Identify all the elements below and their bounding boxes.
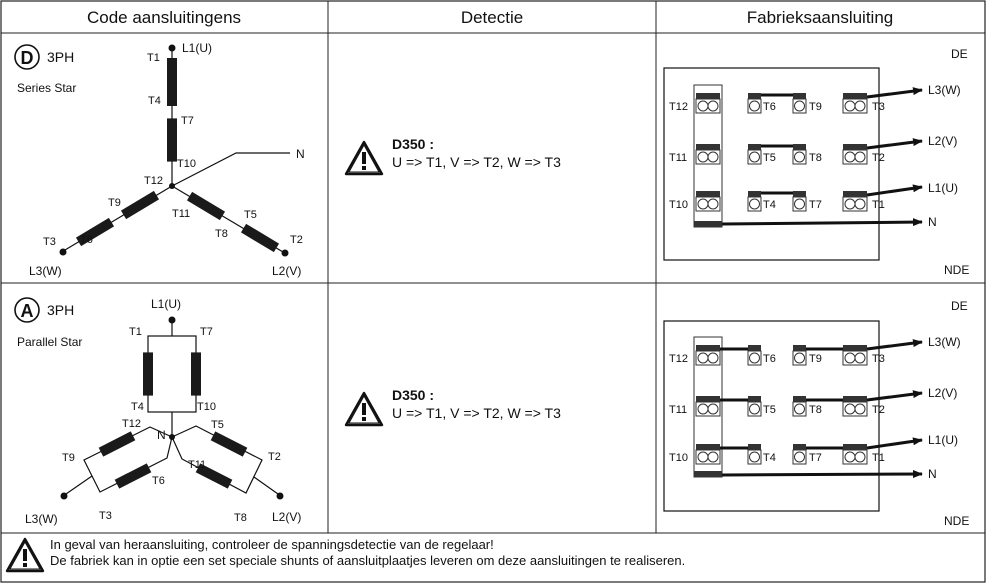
- out-L1: L1(U): [928, 433, 958, 447]
- label-L2: L2(V): [272, 264, 301, 278]
- label-T12: T12: [122, 418, 141, 430]
- row-parallel-star: A 3PH Parallel Star T1 T7: [14, 297, 969, 528]
- label-T3: T3: [43, 236, 56, 248]
- label-DE: DE: [951, 299, 968, 313]
- label-T7: T7: [181, 115, 194, 127]
- header-code: Code aansluitingens: [87, 8, 241, 27]
- label-L2: L2(V): [272, 510, 301, 524]
- label-T4: T4: [148, 95, 161, 107]
- label-N: N: [157, 428, 166, 442]
- box-T4: T4: [763, 452, 776, 464]
- label-L1: L1(U): [151, 297, 181, 311]
- label-T3: T3: [99, 510, 112, 522]
- label-NDE: NDE: [944, 514, 969, 528]
- label-T4: T4: [131, 401, 144, 413]
- badge-letter: A: [21, 301, 34, 321]
- label-T8: T8: [215, 228, 228, 240]
- box-T5: T5: [763, 152, 776, 164]
- box-T11: T11: [669, 152, 687, 164]
- footer-notes: In geval van heraansluiting, controleer …: [50, 537, 685, 569]
- out-L1: L1(U): [928, 181, 958, 195]
- label-T1: T1: [147, 52, 160, 64]
- label-T2: T2: [290, 234, 303, 246]
- box-T7: T7: [809, 199, 822, 211]
- detect-title: D350 :: [392, 136, 434, 152]
- box-T4: T4: [763, 199, 776, 211]
- detect-text: U => T1, V => T2, W => T3: [392, 405, 561, 421]
- label-NDE: NDE: [944, 263, 969, 277]
- label-T7: T7: [200, 326, 213, 338]
- footer-line-1: In geval van heraansluiting, controleer …: [50, 537, 494, 552]
- box-T9: T9: [809, 101, 822, 113]
- connection-name: Parallel Star: [17, 335, 82, 349]
- connection-name: Series Star: [17, 81, 76, 95]
- out-N: N: [928, 215, 937, 229]
- warning-triangle-icon: [344, 140, 384, 176]
- label-T10: T10: [177, 158, 196, 170]
- phase-label: 3PH: [47, 49, 74, 65]
- box-T2: T2: [872, 152, 885, 164]
- phase-label: 3PH: [47, 302, 74, 318]
- coil-set: [75, 58, 280, 253]
- label-N: N: [296, 147, 305, 161]
- out-L2: L2(V): [928, 386, 957, 400]
- row-series-star: D 3PH Series Star T1 T4 T7 T10 T12: [14, 41, 969, 278]
- box-T11: T11: [669, 404, 687, 416]
- label-T9: T9: [62, 452, 75, 464]
- box-T2: T2: [872, 404, 885, 416]
- badge-circle: [14, 44, 40, 70]
- label-T1: T1: [129, 326, 142, 338]
- label-T10: T10: [197, 401, 216, 413]
- label-T8: T8: [234, 512, 247, 524]
- badge-letter: D: [21, 48, 34, 68]
- label-T11: T11: [172, 208, 190, 220]
- label-T9: T9: [108, 197, 121, 209]
- box-T8: T8: [809, 152, 822, 164]
- box-T10: T10: [669, 199, 688, 211]
- box-T8: T8: [809, 404, 822, 416]
- out-L2: L2(V): [928, 134, 957, 148]
- label-T6: T6: [152, 475, 165, 487]
- label-L3: L3(W): [25, 512, 58, 526]
- box-T5: T5: [763, 404, 776, 416]
- box-T6: T6: [763, 353, 776, 365]
- label-L3: L3(W): [29, 264, 62, 278]
- detect-text: U => T1, V => T2, W => T3: [392, 154, 561, 170]
- label-T2: T2: [268, 451, 281, 463]
- box-T10: T10: [669, 452, 688, 464]
- box-T9: T9: [809, 353, 822, 365]
- warning-triangle-icon: [5, 537, 45, 573]
- box-T7: T7: [809, 452, 822, 464]
- header-detection: Detectie: [461, 8, 523, 27]
- box-T1: T1: [872, 452, 885, 464]
- box-T12: T12: [669, 101, 688, 113]
- box-T3: T3: [872, 353, 885, 365]
- label-T12: T12: [144, 175, 163, 187]
- box-T3: T3: [872, 101, 885, 113]
- label-L1: L1(U): [182, 41, 212, 55]
- footer-line-2: De fabriek kan in optie een set speciale…: [50, 553, 686, 568]
- box-T6: T6: [763, 101, 776, 113]
- label-DE: DE: [951, 47, 968, 61]
- box-T1: T1: [872, 199, 885, 211]
- detect-title: D350 :: [392, 387, 434, 403]
- header-factory: Fabrieksaansluiting: [747, 8, 893, 27]
- label-T6: T6: [80, 234, 93, 246]
- coil-set: [98, 352, 248, 489]
- label-T5: T5: [244, 209, 257, 221]
- out-L3: L3(W): [928, 83, 961, 97]
- box-T12: T12: [669, 353, 688, 365]
- label-T11: T11: [188, 459, 206, 471]
- warning-triangle-icon: [344, 391, 384, 427]
- label-T5: T5: [211, 419, 224, 431]
- out-N: N: [928, 467, 937, 481]
- out-L3: L3(W): [928, 335, 961, 349]
- badge-circle: [14, 297, 40, 323]
